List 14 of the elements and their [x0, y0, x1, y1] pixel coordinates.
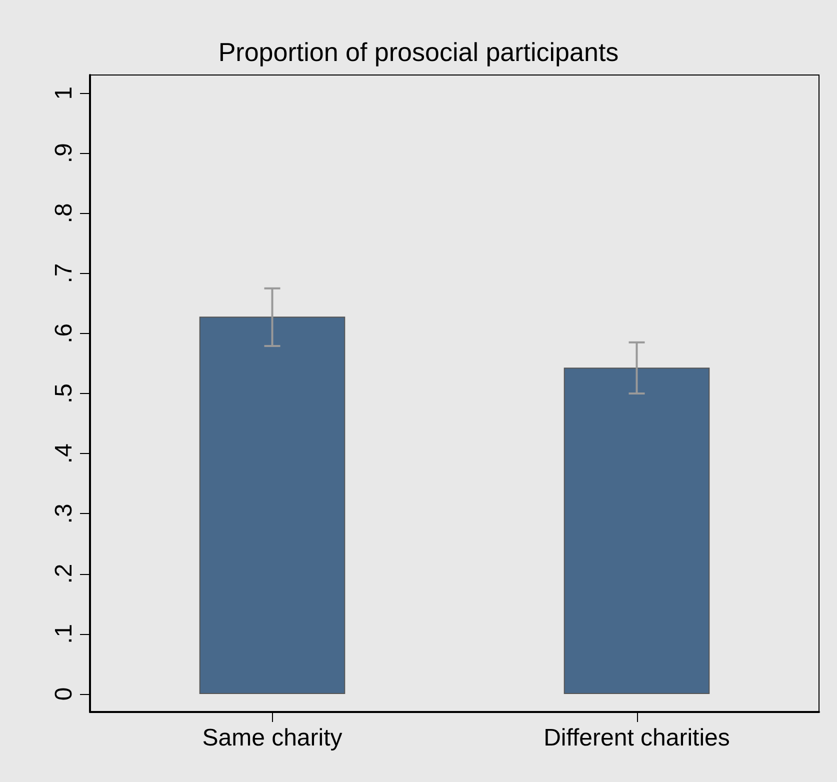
y-tick-label: .8 — [50, 203, 78, 224]
chart-title: Proportion of prosocial participants — [218, 37, 619, 67]
y-tick-label: .7 — [50, 263, 78, 284]
y-tick-label: .9 — [50, 143, 78, 164]
y-tick-label: .6 — [50, 323, 78, 344]
y-tick-label: .3 — [50, 504, 78, 524]
y-tick-label: .4 — [50, 444, 78, 464]
y-tick-label: 0 — [50, 687, 78, 701]
x-tick-label: Different charities — [544, 724, 730, 752]
y-tick-label: 1 — [50, 86, 78, 100]
y-tick-label: .2 — [50, 564, 78, 584]
y-tick-label: .1 — [50, 624, 78, 644]
y-tick-label: .5 — [50, 383, 78, 404]
x-tick-label: Same charity — [202, 724, 342, 752]
